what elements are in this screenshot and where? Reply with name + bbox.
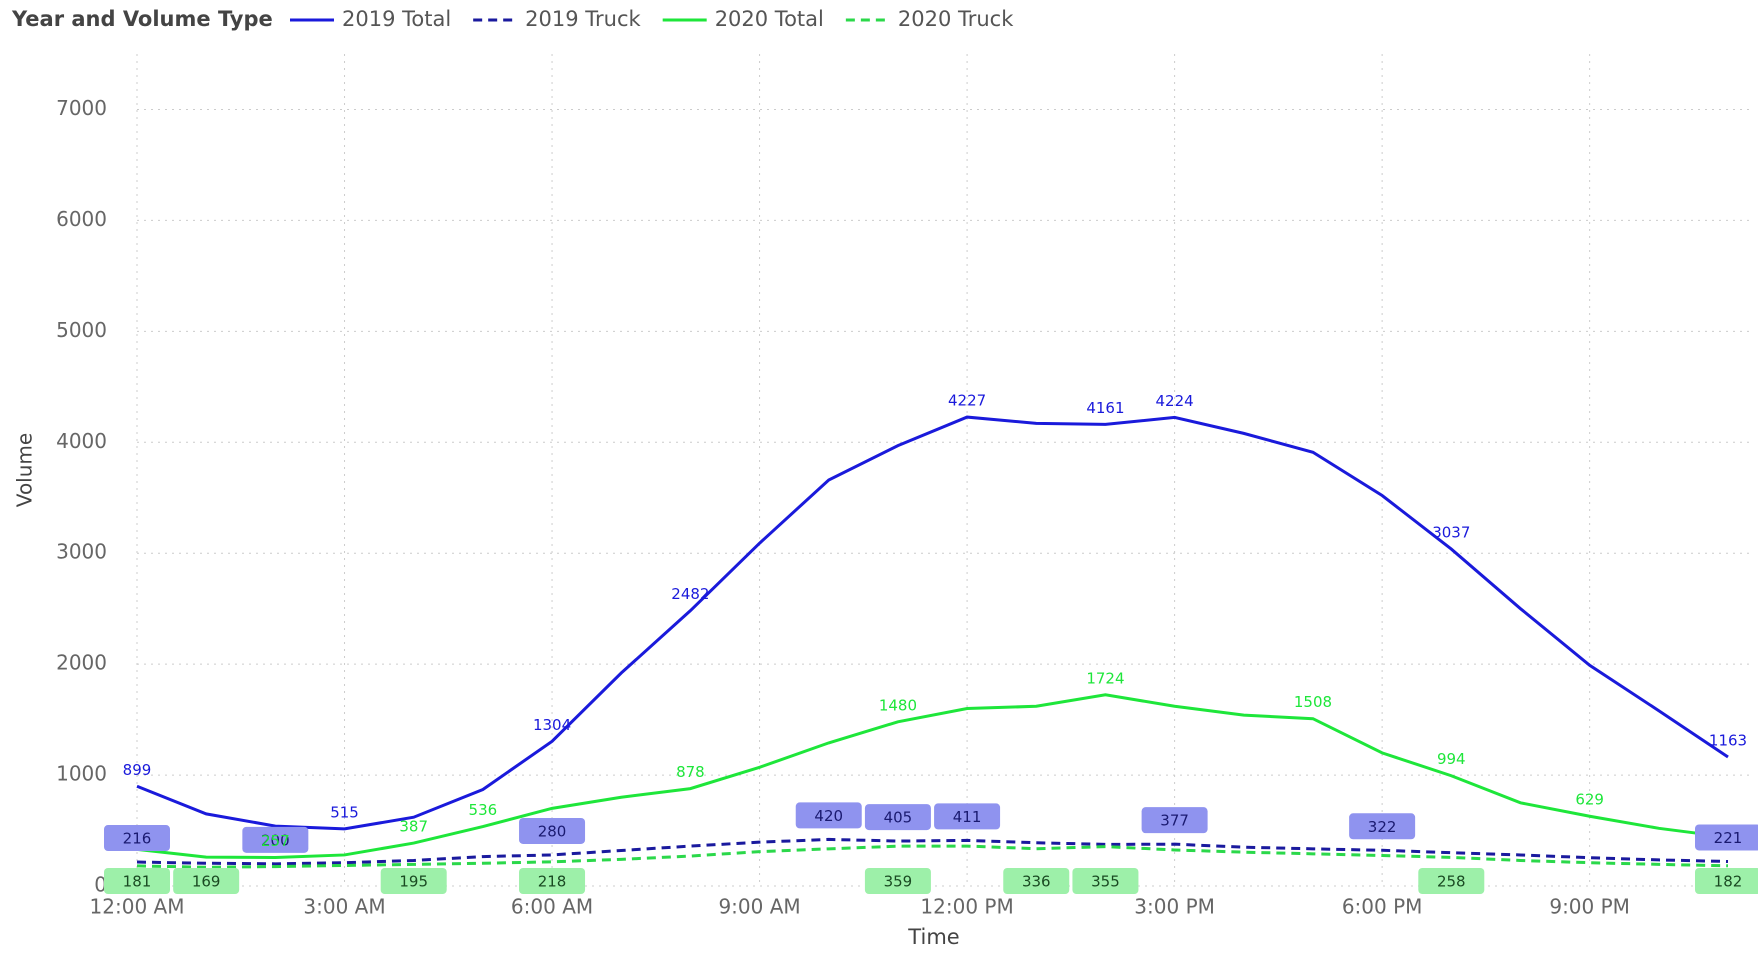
line — [136, 837, 1729, 866]
data-label: 182 — [1714, 873, 1743, 891]
label-box — [1695, 824, 1758, 851]
data-label: 181 — [123, 873, 152, 891]
line — [136, 844, 1729, 869]
data-label: 387 — [399, 818, 428, 836]
label-box — [519, 817, 586, 844]
data-label: 3037 — [1432, 524, 1470, 542]
x-tick-label: 3:00 PM — [1134, 895, 1215, 919]
data-label: 4161 — [1086, 399, 1124, 417]
data-label: 359 — [884, 873, 913, 891]
label-box — [1003, 868, 1070, 894]
data-label: 411 — [953, 808, 982, 826]
y-tick-label: 7000 — [56, 96, 107, 120]
label-box — [519, 868, 586, 894]
label-box — [1349, 813, 1416, 840]
data-label: 515 — [330, 803, 359, 821]
data-label: 4227 — [948, 392, 986, 410]
data-label: 536 — [469, 801, 498, 819]
y-tick-label: 1000 — [56, 762, 107, 786]
data-label: 355 — [1091, 873, 1120, 891]
data-label: 420 — [814, 807, 843, 825]
legend-label: 2020 Truck — [898, 7, 1014, 31]
x-tick-label: 9:00 PM — [1549, 895, 1630, 919]
y-tick-label: 5000 — [56, 318, 107, 342]
legend-label: 2019 Total — [342, 7, 451, 31]
label-box — [934, 803, 1001, 830]
x-tick-label: 6:00 PM — [1342, 895, 1423, 919]
label-box — [380, 868, 447, 894]
data-label: 1163 — [1709, 731, 1747, 749]
data-label: 1304 — [533, 716, 571, 734]
label-box — [1141, 807, 1208, 834]
line — [136, 693, 1729, 859]
data-label: 4224 — [1156, 392, 1194, 410]
x-tick-label: 9:00 AM — [718, 895, 800, 919]
y-tick-label: 2000 — [56, 651, 107, 675]
data-label: 322 — [1368, 818, 1397, 836]
data-label: 1480 — [879, 696, 917, 714]
data-label: 218 — [538, 873, 567, 891]
x-tick-label: 12:00 AM — [90, 895, 185, 919]
data-label: 629 — [1575, 791, 1604, 809]
data-label: 280 — [538, 822, 567, 840]
x-tick-label: 3:00 AM — [303, 895, 385, 919]
data-label: 1724 — [1086, 669, 1124, 687]
label-box — [864, 804, 931, 831]
label-box — [1695, 868, 1758, 894]
data-label: 878 — [676, 763, 705, 781]
x-tick-label: 12:00 PM — [920, 895, 1013, 919]
label-box — [173, 868, 240, 894]
legend-label: 2019 Truck — [525, 7, 641, 31]
y-tick-label: 3000 — [56, 540, 107, 564]
label-box — [104, 825, 170, 852]
label-box — [795, 802, 862, 829]
data-label: 2482 — [671, 585, 709, 603]
legend-title: Year and Volume Type — [11, 7, 273, 31]
legend-label: 2020 Total — [715, 7, 824, 31]
label-box — [242, 826, 309, 853]
label-box — [1418, 868, 1485, 894]
y-tick-label: 6000 — [56, 207, 107, 231]
data-label: 200 — [261, 831, 290, 849]
x-axis-label: Time — [907, 925, 959, 949]
data-label: 994 — [1437, 750, 1466, 768]
data-label: 899 — [123, 761, 152, 779]
data-label: 377 — [1160, 812, 1189, 830]
data-label: 336 — [1022, 873, 1051, 891]
label-box — [1072, 868, 1139, 894]
y-tick-label: 0 — [94, 873, 107, 897]
data-label: 258 — [1437, 873, 1466, 891]
data-label: 169 — [192, 873, 221, 891]
data-label: 195 — [399, 873, 428, 891]
x-tick-label: 6:00 AM — [511, 895, 593, 919]
data-label: 216 — [123, 830, 152, 848]
label-box — [864, 868, 931, 894]
y-tick-label: 4000 — [56, 429, 107, 453]
y-axis-label: Volume — [13, 433, 37, 507]
data-label: 221 — [1714, 829, 1743, 847]
data-label: 257 — [261, 832, 290, 850]
data-label: 405 — [884, 809, 913, 827]
label-box — [104, 868, 170, 894]
line — [136, 415, 1729, 831]
data-label: 1508 — [1294, 693, 1332, 711]
